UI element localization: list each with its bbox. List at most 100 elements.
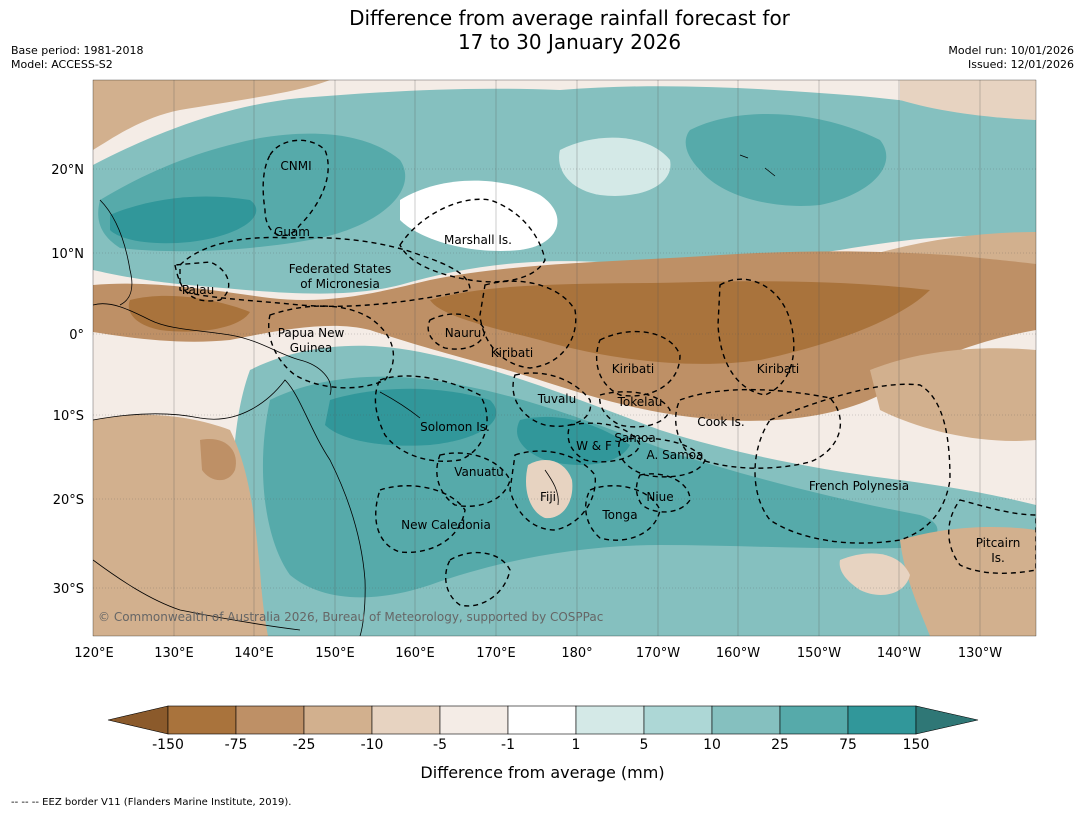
label-fsm-1: Federated States bbox=[289, 262, 391, 276]
label-marshall: Marshall Is. bbox=[444, 233, 512, 247]
lon-label: 180° bbox=[561, 646, 592, 661]
label-cook: Cook Is. bbox=[697, 415, 744, 429]
colorbar-tick-label: -150 bbox=[152, 737, 184, 753]
australia-south-coast bbox=[93, 559, 301, 631]
eez-vanuatu bbox=[436, 452, 511, 507]
eez-wallis bbox=[567, 422, 641, 463]
map-frame bbox=[92, 79, 1037, 637]
north-west-dry bbox=[93, 80, 330, 150]
label-american-samoa: A. Samoa bbox=[647, 448, 704, 462]
label-solomon: Solomon Is. bbox=[420, 420, 490, 434]
label-nauru: Nauru bbox=[445, 326, 481, 340]
colorbar-segment bbox=[167, 705, 237, 735]
dry-east-lobe bbox=[870, 348, 1036, 441]
colorbar-tick-label: 10 bbox=[703, 737, 721, 753]
label-palau: Palau bbox=[182, 283, 214, 297]
label-new-caledonia: New Caledonia bbox=[401, 518, 491, 532]
eez-tuvalu bbox=[512, 372, 592, 427]
label-tokelau: Tokelau bbox=[617, 395, 663, 409]
eez-norfolk bbox=[444, 551, 511, 607]
north-wet-core-2 bbox=[110, 196, 257, 244]
australia-coast bbox=[93, 379, 366, 636]
label-cnmi: CNMI bbox=[280, 159, 311, 173]
model-run: Model run: 10/01/2026 bbox=[948, 44, 1074, 57]
eez-fiji bbox=[509, 450, 596, 531]
colorbar-segment bbox=[779, 705, 849, 735]
label-kiribati-east: Kiribati bbox=[757, 362, 799, 376]
lon-label: 120°E bbox=[74, 646, 114, 661]
hawaii-coast bbox=[739, 154, 776, 177]
north-east-neutral bbox=[900, 80, 1036, 120]
colorbar-segment bbox=[847, 705, 917, 735]
lon-label: 150°W bbox=[797, 646, 841, 661]
colorbar-tick-label: -5 bbox=[433, 737, 447, 753]
lon-label: 150°E bbox=[315, 646, 355, 661]
label-vanuatu: Vanuatu bbox=[454, 465, 504, 479]
colorbar-tick-label: 75 bbox=[839, 737, 857, 753]
colorbar-tick-label: -10 bbox=[360, 737, 384, 753]
label-tonga: Tonga bbox=[601, 508, 637, 522]
colorbar-tick-label: 25 bbox=[771, 737, 789, 753]
philippines-coast bbox=[99, 199, 133, 306]
colorbar-segment bbox=[371, 705, 441, 735]
label-kiribati-central: Kiribati bbox=[612, 362, 654, 376]
colorbar-tick-label: 1 bbox=[571, 737, 581, 753]
eez-kiribati-east bbox=[717, 278, 795, 396]
equatorial-dry-core bbox=[430, 281, 930, 364]
new-guinea-coast bbox=[93, 303, 332, 396]
lon-label: 130°W bbox=[958, 646, 1002, 661]
colorbar-segment bbox=[711, 705, 781, 735]
eez-cnmi bbox=[262, 139, 329, 237]
eez-solomon bbox=[374, 375, 488, 462]
colorbar-segment bbox=[439, 705, 509, 735]
colorbar-segment bbox=[643, 705, 713, 735]
label-png-2: Guinea bbox=[290, 341, 333, 355]
meta-right: Model run: 10/01/2026 Issued: 12/01/2026 bbox=[948, 44, 1074, 72]
equatorial-dry-west bbox=[128, 295, 250, 332]
colorbar-segment bbox=[507, 705, 577, 735]
eez-cook bbox=[674, 388, 841, 469]
lat-label: 20°S bbox=[53, 493, 84, 508]
label-tuvalu: Tuvalu bbox=[537, 392, 577, 406]
eez-fsm bbox=[179, 236, 471, 307]
eez-new-caledonia bbox=[375, 485, 466, 554]
label-fsm-2: of Micronesia bbox=[300, 277, 380, 291]
meta-left: Base period: 1981-2018 Model: ACCESS-S2 bbox=[11, 44, 143, 72]
lon-label: 140°E bbox=[234, 646, 274, 661]
label-niue: Niue bbox=[646, 490, 673, 504]
base-period: Base period: 1981-2018 bbox=[11, 44, 144, 57]
spcz-wet-peak bbox=[325, 388, 497, 446]
longitude-labels: 120°E 130°E 140°E 150°E 160°E 170°E 180°… bbox=[74, 646, 1002, 661]
eez-footnote: -- -- -- EEZ border V11 (Flanders Marine… bbox=[11, 797, 292, 808]
colorbar-tick-label: 150 bbox=[902, 737, 930, 753]
colorbar-extend-low bbox=[107, 705, 169, 735]
label-samoa: Samoa bbox=[614, 431, 655, 445]
colorbar-tick-label: 5 bbox=[639, 737, 649, 753]
colorbar-tick-label: -75 bbox=[224, 737, 248, 753]
colorbar-extend-high bbox=[915, 705, 979, 735]
label-fiji: Fiji bbox=[540, 490, 556, 504]
lon-label: 170°E bbox=[476, 646, 516, 661]
lon-label: 160°W bbox=[716, 646, 760, 661]
eez-samoa bbox=[618, 437, 706, 478]
north-light-patch bbox=[559, 137, 671, 196]
eez-tonga bbox=[584, 485, 661, 541]
lat-label: 30°S bbox=[53, 582, 84, 597]
eez-kiribati-central bbox=[596, 330, 681, 397]
label-wallis: W & F bbox=[576, 439, 612, 453]
fiji-dry-patch bbox=[525, 460, 573, 519]
lon-label: 130°E bbox=[154, 646, 194, 661]
label-guam: Guam bbox=[274, 225, 310, 239]
australia-dry-core bbox=[200, 439, 236, 481]
label-pitcairn-2: Is. bbox=[991, 551, 1005, 565]
eez-kiribati-west bbox=[479, 280, 577, 369]
map-title: Difference from average rainfall forecas… bbox=[0, 6, 1085, 54]
latitude-labels: 20°N 10°N 0° 10°S 20°S 30°S bbox=[51, 163, 84, 597]
eez-png bbox=[268, 305, 395, 389]
label-png-1: Papua New bbox=[278, 326, 345, 340]
label-kiribati-west: Kiribati bbox=[491, 346, 533, 360]
map-canvas: CNMI Guam Marshall Is. Federated States … bbox=[93, 80, 1036, 636]
label-pitcairn-1: Pitcairn bbox=[976, 536, 1021, 550]
colorbar-segment bbox=[303, 705, 373, 735]
colorbar bbox=[107, 705, 979, 735]
